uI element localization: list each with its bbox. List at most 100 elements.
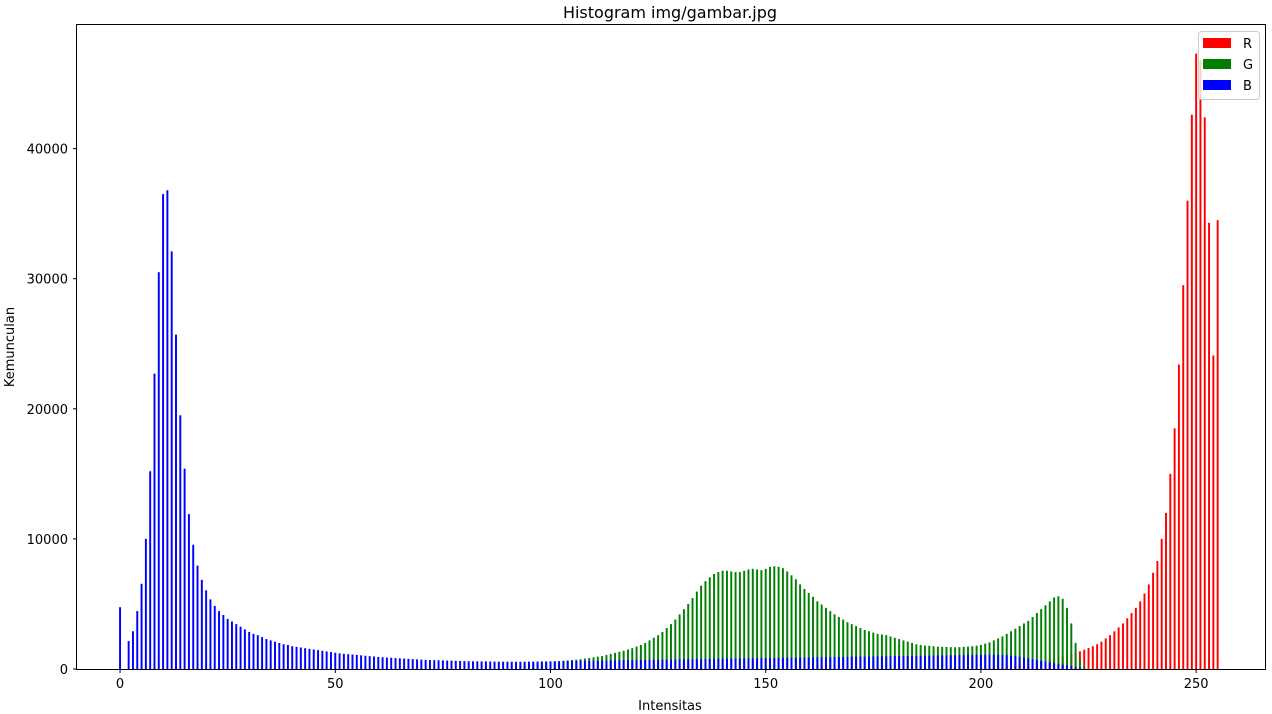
bar-b-12 <box>170 251 173 669</box>
bar-b-160 <box>807 657 810 669</box>
bar-r-251 <box>1199 60 1202 669</box>
bar-b-71 <box>424 659 427 669</box>
bar-b-121 <box>639 659 642 669</box>
bar-g-140 <box>721 570 724 669</box>
legend-label-g: G <box>1243 58 1253 73</box>
bar-g-142 <box>730 571 733 669</box>
bar-b-164 <box>824 657 827 669</box>
bar-b-94 <box>523 661 526 669</box>
bar-b-4 <box>136 611 139 669</box>
legend-swatch-b <box>1203 80 1231 90</box>
bar-b-131 <box>682 659 685 669</box>
bar-g-204 <box>997 638 1000 669</box>
bar-g-158 <box>799 584 802 669</box>
bar-b-145 <box>743 658 746 669</box>
bar-b-172 <box>859 656 862 669</box>
bar-b-178 <box>885 656 888 669</box>
bar-r-235 <box>1130 613 1133 669</box>
bar-b-44 <box>308 648 311 669</box>
bar-b-135 <box>700 659 703 669</box>
bar-g-172 <box>859 628 862 669</box>
bar-b-10 <box>162 194 165 669</box>
bar-b-146 <box>747 658 750 669</box>
bar-b-132 <box>687 659 690 669</box>
bar-b-173 <box>863 656 866 669</box>
x-tick-label: 200 <box>968 677 993 692</box>
bar-b-39 <box>286 644 289 669</box>
bar-b-45 <box>312 649 315 669</box>
bar-g-137 <box>708 577 711 669</box>
bar-b-127 <box>665 659 668 669</box>
bar-b-63 <box>390 657 393 669</box>
bar-b-113 <box>605 660 608 669</box>
bar-b-31 <box>252 633 255 669</box>
bar-b-185 <box>915 655 918 669</box>
bar-b-188 <box>928 655 931 669</box>
y-tick-label: 10000 <box>27 533 68 548</box>
bar-g-170 <box>850 624 853 669</box>
bar-g-222 <box>1074 642 1077 669</box>
bar-b-208 <box>1014 656 1017 669</box>
bar-b-212 <box>1031 659 1034 669</box>
bar-b-133 <box>691 659 694 669</box>
bar-g-123 <box>648 640 651 669</box>
bar-b-205 <box>1001 654 1004 669</box>
bar-b-85 <box>484 661 487 669</box>
bar-b-91 <box>510 661 513 669</box>
y-tick-label: 20000 <box>27 403 68 418</box>
bar-g-125 <box>657 635 660 669</box>
bar-b-184 <box>911 655 914 669</box>
bar-b-175 <box>872 656 875 669</box>
bar-b-67 <box>407 658 410 669</box>
bar-b-3 <box>131 631 134 669</box>
bar-g-119 <box>631 648 634 669</box>
bar-b-179 <box>889 656 892 669</box>
legend-label-b: B <box>1243 79 1252 94</box>
bar-r-255 <box>1216 220 1219 669</box>
bar-b-30 <box>248 631 251 669</box>
bar-g-151 <box>769 566 771 669</box>
bar-b-141 <box>725 658 728 669</box>
bar-r-233 <box>1121 623 1124 669</box>
bar-b-46 <box>317 650 320 669</box>
bar-g-219 <box>1061 598 1064 669</box>
bar-b-28 <box>239 626 242 669</box>
bar-g-203 <box>992 640 995 669</box>
bar-r-252 <box>1203 117 1206 670</box>
x-tick-label: 50 <box>327 677 344 692</box>
bar-b-41 <box>295 646 298 669</box>
bar-b-217 <box>1053 663 1056 669</box>
bar-r-236 <box>1134 607 1137 669</box>
bar-g-118 <box>626 649 629 669</box>
bar-r-242 <box>1160 538 1163 669</box>
bar-b-72 <box>428 660 431 669</box>
bar-g-120 <box>635 646 638 669</box>
bar-b-32 <box>256 635 259 669</box>
bar-b-69 <box>416 659 419 669</box>
bar-b-207 <box>1010 655 1013 669</box>
bar-b-200 <box>979 654 982 669</box>
bars-group <box>119 53 1219 670</box>
legend-label-r: R <box>1243 37 1252 52</box>
bar-b-27 <box>235 624 238 669</box>
bar-b-202 <box>988 654 991 669</box>
x-tick-label: 150 <box>753 677 778 692</box>
bar-b-149 <box>760 658 763 669</box>
bar-b-22 <box>213 605 216 669</box>
bar-g-117 <box>622 650 625 669</box>
bar-b-156 <box>790 657 793 669</box>
bar-g-176 <box>876 633 879 669</box>
bar-g-141 <box>725 570 728 669</box>
bar-b-6 <box>144 538 147 669</box>
bar-r-228 <box>1100 641 1103 669</box>
bar-g-174 <box>868 631 870 669</box>
bar-r-234 <box>1126 618 1129 669</box>
bar-b-36 <box>274 641 276 669</box>
bar-g-207 <box>1010 631 1013 669</box>
bar-b-116 <box>618 660 621 669</box>
bar-b-130 <box>678 659 681 669</box>
bar-b-110 <box>592 660 595 669</box>
bar-b-55 <box>355 654 358 669</box>
bar-b-155 <box>786 657 789 669</box>
bar-b-119 <box>631 660 634 669</box>
